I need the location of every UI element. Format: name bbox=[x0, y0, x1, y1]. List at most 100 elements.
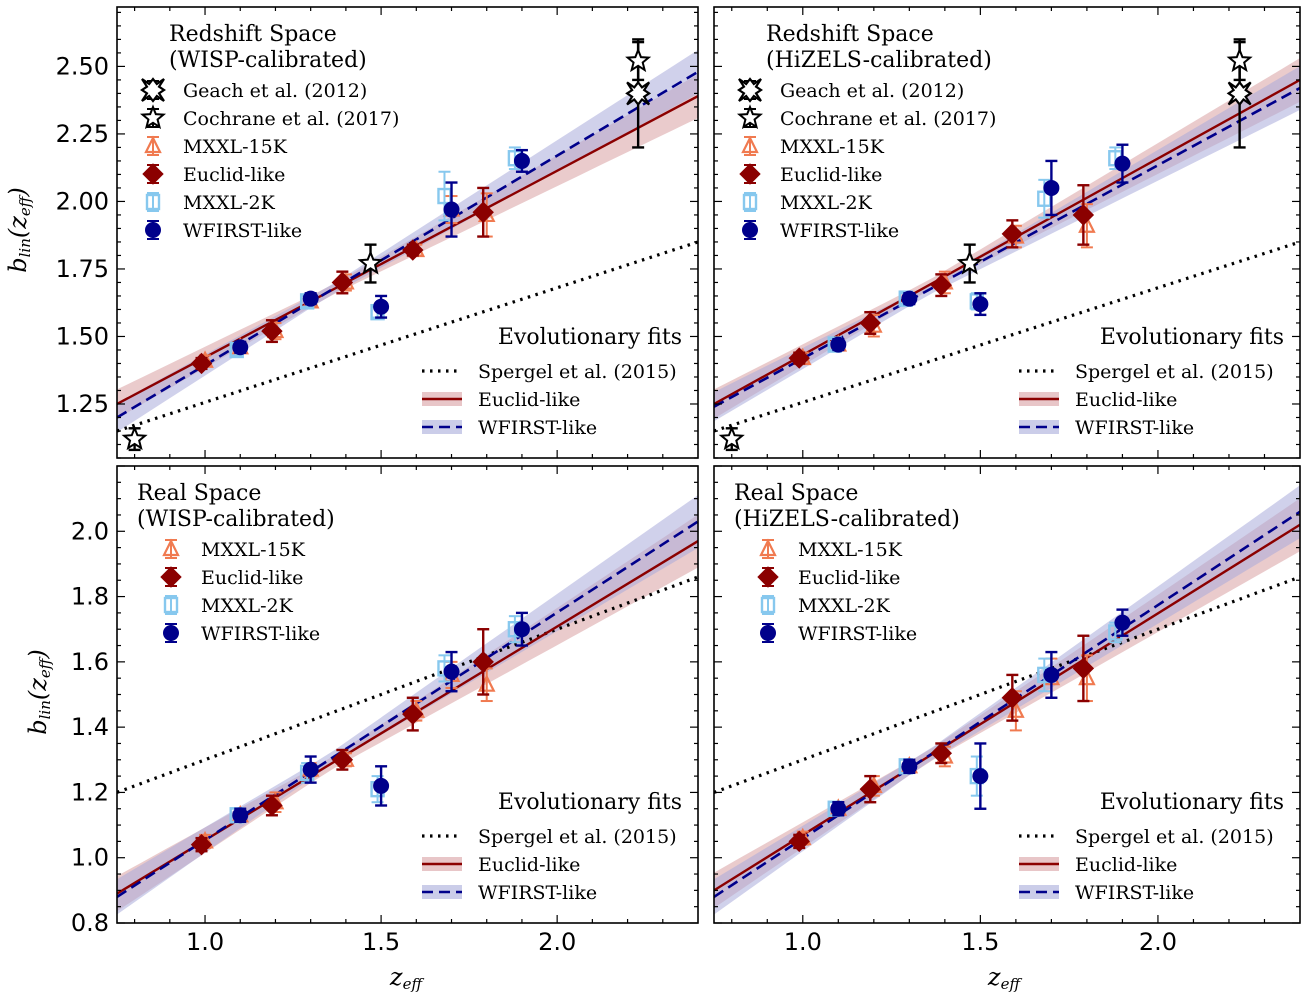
geach-point bbox=[625, 80, 652, 107]
euclid-like-point bbox=[788, 347, 810, 369]
legend-marker bbox=[160, 566, 182, 588]
legend-item-mxxl-2k: MXXL-2K bbox=[145, 192, 276, 214]
panel-3: 0.8 1.0 1.2 1.4 1.6 1.8 2.0 1.0 1.5 2.0 Real Space… bbox=[71, 465, 699, 956]
legend-marker bbox=[142, 163, 164, 185]
legend-marker bbox=[760, 596, 776, 614]
axes-frame bbox=[116, 6, 699, 459]
legend-label: MXXL-2K bbox=[798, 595, 891, 617]
fits-legend-label: Spergel et al. (2015) bbox=[478, 361, 677, 383]
fits-legend-item: Euclid-like bbox=[1019, 854, 1177, 876]
legend-label: WFIRST-like bbox=[201, 623, 320, 645]
euclid-like-point bbox=[930, 274, 953, 296]
wfirst-like-point bbox=[901, 758, 918, 775]
wfirst-fit-band bbox=[117, 495, 698, 915]
svg-text:zeff: zeff bbox=[987, 963, 1023, 993]
y-tick-label: 1.6 bbox=[71, 648, 109, 676]
legend-item-wfirst-like: WFIRST-like bbox=[742, 220, 899, 242]
y-tick-label: 2.00 bbox=[56, 187, 109, 215]
fits-legend-item: Euclid-like bbox=[422, 389, 580, 411]
fits-legend-label: Euclid-like bbox=[1075, 854, 1177, 876]
legend-item-cochrane: Cochrane et al. (2017) bbox=[736, 104, 996, 130]
legend-item-geach: Geach et al. (2012) bbox=[140, 77, 367, 103]
y-tick-label: 2.0 bbox=[71, 517, 109, 545]
wfirst-like-point bbox=[1043, 666, 1060, 683]
fits-legend-label: Euclid-like bbox=[478, 389, 580, 411]
fits-legend-label: Euclid-like bbox=[1075, 389, 1177, 411]
wfirst-like-point bbox=[232, 807, 249, 824]
y-tick-label: 1.50 bbox=[56, 322, 109, 350]
legend-item-wfirst-like: WFIRST-like bbox=[145, 220, 302, 242]
y-tick-label: 0.8 bbox=[71, 909, 109, 937]
fits-legend-label: WFIRST-like bbox=[1075, 417, 1194, 439]
legend-item-cochrane: Cochrane et al. (2017) bbox=[139, 104, 399, 130]
fits-legend-label: WFIRST-like bbox=[478, 882, 597, 904]
legend-marker bbox=[759, 538, 777, 557]
panel-title: Real Space bbox=[137, 481, 261, 506]
y-tick-label: 1.8 bbox=[71, 583, 109, 611]
cochrane-point bbox=[1226, 47, 1253, 73]
legend-item-mxxl-15k: MXXL-15K bbox=[162, 538, 306, 561]
wfirst-like-point bbox=[373, 298, 390, 315]
fits-legend-label: WFIRST-like bbox=[1075, 882, 1194, 904]
x-tick-label: 1.5 bbox=[961, 928, 999, 956]
legend-label: Cochrane et al. (2017) bbox=[780, 108, 996, 130]
euclid-like-point bbox=[190, 352, 213, 375]
geach-point bbox=[1226, 80, 1253, 107]
panel-subtitle: (WISP-calibrated) bbox=[169, 48, 367, 73]
euclid-fit-line bbox=[714, 78, 1300, 406]
euclid-like-point bbox=[1072, 204, 1095, 226]
fits-legend-item: Spergel et al. (2015) bbox=[422, 361, 677, 383]
legend-marker bbox=[757, 566, 779, 588]
wfirst-like-point bbox=[232, 339, 249, 356]
wfirst-like-point bbox=[513, 621, 530, 638]
cochrane-point bbox=[718, 425, 745, 451]
euclid-like-point bbox=[930, 742, 953, 764]
svg-text:blin(zeff): blin(zeff) bbox=[4, 187, 34, 273]
fits-legend-title: Evolutionary fits bbox=[1100, 325, 1284, 350]
fits-legend-title: Evolutionary fits bbox=[498, 325, 682, 350]
panel-subtitle: (HiZELS-calibrated) bbox=[766, 48, 992, 73]
y-tick-label: 2.25 bbox=[56, 120, 109, 148]
legend-label: Euclid-like bbox=[780, 164, 882, 186]
legend-marker bbox=[737, 77, 763, 103]
legend-item-geach: Geach et al. (2012) bbox=[737, 77, 964, 103]
wfirst-like-point bbox=[513, 152, 530, 169]
legend-item-mxxl-15k: MXXL-15K bbox=[741, 135, 885, 158]
legend-label: Geach et al. (2012) bbox=[183, 80, 367, 102]
legend-label: MXXL-15K bbox=[201, 539, 306, 561]
legend-label: Cochrane et al. (2017) bbox=[183, 108, 399, 130]
x-axis-label-left: zeff bbox=[389, 963, 425, 993]
y-tick-label: 1.0 bbox=[71, 844, 109, 872]
euclid-like-point bbox=[1072, 657, 1095, 680]
legend-label: MXXL-2K bbox=[780, 192, 873, 214]
y-tick-label: 1.2 bbox=[71, 778, 109, 806]
legend-label: MXXL-15K bbox=[798, 539, 903, 561]
legend-item-mxxl-2k: MXXL-2K bbox=[742, 192, 873, 214]
panel-subtitle: (WISP-calibrated) bbox=[137, 507, 335, 532]
fits-legend-title: Evolutionary fits bbox=[1100, 790, 1284, 815]
plot-area bbox=[714, 38, 1300, 452]
legend-label: MXXL-2K bbox=[201, 595, 294, 617]
legend-marker bbox=[163, 625, 179, 641]
panel-2: Redshift Space(HiZELS-calibrated) Geach e… bbox=[713, 6, 1301, 459]
cochrane-point bbox=[956, 249, 983, 275]
spergel-fit-line bbox=[714, 240, 1300, 433]
legend-marker bbox=[139, 104, 167, 130]
wfirst-like-point bbox=[830, 336, 847, 353]
fits-legend-item: Spergel et al. (2015) bbox=[1019, 361, 1274, 383]
legend-label: Geach et al. (2012) bbox=[780, 80, 964, 102]
y-axis-label-bottom: blin(zeff) bbox=[24, 649, 54, 735]
x-tick-label: 2.0 bbox=[1139, 928, 1177, 956]
wfirst-fit-line bbox=[714, 510, 1300, 898]
wfirst-like-point bbox=[373, 777, 390, 794]
wfirst-fit-band bbox=[714, 66, 1300, 422]
x-axis-label-right: zeff bbox=[987, 963, 1023, 993]
fits-legend-label: WFIRST-like bbox=[478, 417, 597, 439]
euclid-like-point bbox=[190, 833, 213, 856]
legend-item-wfirst-like: WFIRST-like bbox=[163, 623, 320, 645]
fits-legend-label: Spergel et al. (2015) bbox=[1075, 826, 1274, 848]
wfirst-like-point bbox=[1043, 179, 1060, 196]
legend-label: WFIRST-like bbox=[798, 623, 917, 645]
spergel-fit-line bbox=[714, 575, 1300, 794]
